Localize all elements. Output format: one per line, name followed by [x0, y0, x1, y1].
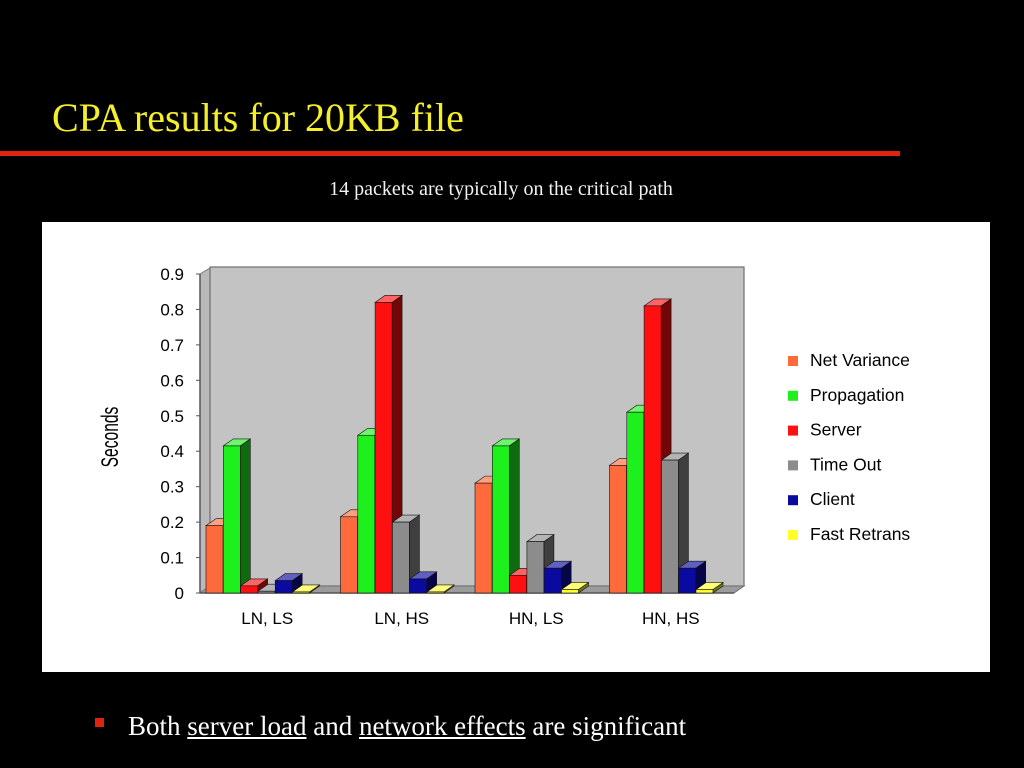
y-tick-label: 0.1: [160, 549, 184, 568]
legend-label: Client: [810, 489, 855, 509]
bar: [491, 445, 510, 594]
legend-swatch: [788, 356, 798, 366]
bullet-item: Both server load and network effects are…: [95, 711, 686, 742]
y-tick-label: 0.6: [160, 371, 184, 390]
y-tick-label: 0.4: [160, 442, 184, 461]
bar: [205, 525, 224, 594]
bar: [340, 516, 358, 594]
bar: [292, 591, 310, 594]
legend-label: Server: [810, 420, 862, 440]
bar: [509, 574, 527, 594]
y-tick-label: 0.2: [160, 513, 184, 532]
legend-label: Time Out: [810, 454, 881, 474]
legend-swatch: [788, 460, 798, 471]
legend-label: Fast Retrans: [810, 524, 910, 544]
bullet-text-3: are significant: [532, 711, 687, 741]
bar: [543, 567, 562, 594]
y-tick-label: 0.5: [160, 407, 184, 426]
legend-swatch: [788, 390, 798, 401]
y-axis-label: Seconds: [97, 407, 124, 468]
x-tick-label: LN, LS: [241, 609, 293, 628]
bar: [374, 302, 393, 594]
y-tick-label: 0.9: [160, 265, 184, 284]
x-tick-label: HN, LS: [509, 609, 564, 628]
bar: [357, 434, 376, 594]
bar: [426, 591, 445, 594]
bar: [526, 541, 545, 594]
bar: [474, 482, 493, 594]
y-tick-label: 0.7: [160, 336, 184, 355]
bar: [609, 465, 627, 594]
legend-swatch: [788, 425, 798, 436]
bar: [695, 589, 714, 594]
x-tick-label: LN, HS: [374, 609, 429, 628]
network-effects-link[interactable]: network effects: [358, 711, 526, 741]
x-tick-label: HN, HS: [642, 609, 700, 628]
bar: [626, 411, 645, 594]
bar-chart: 0 0.1 0.2 0.3 0.4 0.5 0.6 0.7 0.8 0.9 Seconds LN, L…: [97, 265, 911, 628]
bar: [274, 580, 293, 594]
bullet-marker: [95, 718, 104, 728]
bar: [661, 459, 679, 594]
bar-side: [240, 438, 251, 594]
slide-subtitle: 14 packets are typically on the critical…: [329, 178, 673, 200]
legend-label: Propagation: [810, 385, 904, 405]
bar: [643, 305, 662, 594]
slide-title: CPA results for 20KB file: [52, 95, 464, 140]
bar: [240, 585, 258, 594]
legend-swatch: [788, 530, 798, 540]
bar: [678, 567, 697, 594]
y-tick-label: 0.3: [160, 478, 184, 497]
bar: [223, 445, 241, 594]
chart-panel: 0 0.1 0.2 0.3 0.4 0.5 0.6 0.7 0.8 0.9 Seconds LN, L…: [42, 222, 990, 672]
bullet-text-1: Both: [128, 711, 181, 741]
y-tick-label: 0: [175, 584, 184, 603]
legend-swatch: [788, 495, 798, 506]
server-load-link[interactable]: server load: [187, 711, 307, 741]
bullet-text-2: and: [313, 711, 353, 741]
title-divider: [0, 151, 900, 156]
y-tick-label: 0.8: [160, 300, 184, 319]
bar: [257, 590, 276, 594]
bar: [392, 521, 410, 594]
bar: [409, 578, 428, 594]
bar: [561, 589, 579, 594]
legend-label: Net Variance: [810, 350, 910, 370]
